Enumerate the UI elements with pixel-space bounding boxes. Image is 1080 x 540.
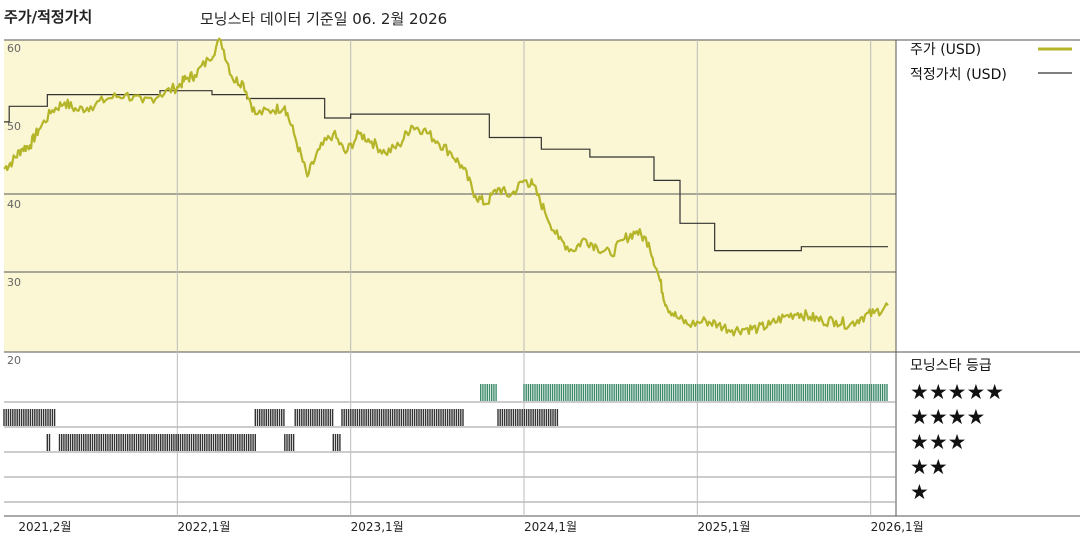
rating-row-2-stars: ★★ [910,455,948,479]
y-tick-label: 50 [7,120,21,133]
price-panel-bg [4,40,896,352]
rating-segment-5-stars [523,384,888,401]
x-tick-label: 2024,1월 [524,520,577,534]
x-tick-label: 2026,1월 [871,520,924,534]
legend-price-label: 주가 (USD) [910,42,981,58]
rating-segment-3-stars [332,434,341,451]
y-tick-label: 20 [7,354,21,367]
rating-segment-5-stars [480,384,497,401]
rating-title: 모닝스타 등급 [910,358,992,374]
rating-row-4-stars: ★★★★ [910,405,985,429]
y-tick-label: 30 [7,276,21,289]
rating-band-guides [4,401,896,503]
chart-left-title: 주가/적정가치 [4,8,92,26]
rating-row-1-star: ★ [910,480,929,504]
rating-segment-3-stars [58,434,257,451]
rating-segment-4-stars [254,409,285,426]
rating-segment-3-stars [284,434,295,451]
x-axis-ticks: 2021,2월 2022,1월 2023,1월 2024,1월 2025,1월 2026,… [18,520,923,534]
year-grid [176,40,872,516]
rating-bands [3,384,888,451]
rating-segment-3-stars [46,434,51,451]
y-tick-label: 60 [7,42,21,55]
chart-subtitle: 모닝스타 데이터 기준일 06. 2월 2026 [200,10,447,28]
y-tick-label: 40 [7,198,21,211]
x-tick-label: 2022,1월 [177,520,230,534]
y-axis-ticks: 60 50 40 30 20 [7,42,21,367]
series-group [3,37,889,337]
price-line [3,37,889,337]
rating-row-3-stars: ★★★ [910,430,966,454]
rating-segment-4-stars [497,409,559,426]
rating-segment-4-stars [341,409,464,426]
x-tick-label: 2025,1월 [697,520,750,534]
fair-value-line [4,90,888,252]
x-tick-label: 2023,1월 [351,520,404,534]
rating-segment-4-stars [3,409,56,426]
rating-segment-4-stars [294,409,334,426]
legend-fair-value-label: 적정가치 (USD) [910,67,1007,83]
x-tick-label: 2021,2월 [18,520,71,534]
rating-row-5-stars: ★★★★★ [910,380,1004,404]
